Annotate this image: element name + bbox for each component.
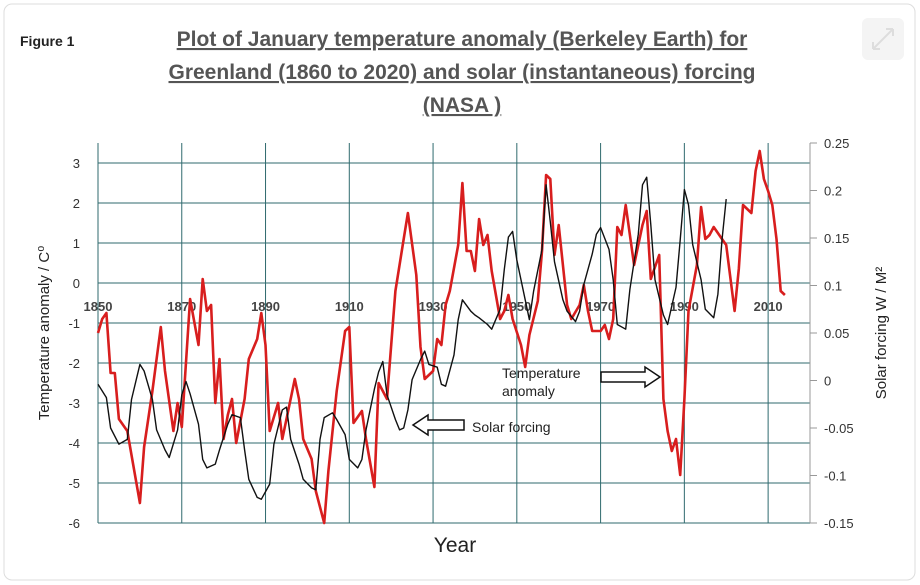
y-tick-label: 0 — [73, 276, 80, 291]
y-tick-label: -4 — [68, 436, 80, 451]
y2-axis-label: Solar forcing W / M² — [873, 267, 890, 400]
y-tick-label: -6 — [68, 516, 80, 531]
y-tick-label: 3 — [73, 156, 80, 171]
y2-tick-label: -0.15 — [824, 516, 854, 531]
x-tick-label: 1990 — [670, 299, 699, 314]
chart-title: Plot of January temperature anomaly (Ber… — [177, 28, 748, 51]
expand-icon — [872, 28, 894, 50]
y-tick-label: -5 — [68, 476, 80, 491]
y-tick-label: -1 — [68, 316, 80, 331]
annotation: Temperature anomaly — [502, 365, 581, 399]
y-tick-label: 2 — [73, 196, 80, 211]
y2-tick-label: 0.1 — [824, 279, 842, 294]
y-tick-label: -3 — [68, 396, 80, 411]
x-tick-label: 1890 — [251, 299, 280, 314]
y2-tick-label: -0.05 — [824, 421, 854, 436]
x-tick-label: 1970 — [586, 299, 615, 314]
y2-tick-label: -0.1 — [824, 469, 846, 484]
y2-tick-label: 0.05 — [824, 326, 849, 341]
card — [3, 3, 916, 581]
x-axis-label: Year — [434, 534, 476, 557]
y-axis-label: Temperature anomaly / C⁰ — [36, 246, 53, 420]
y2-tick-label: 0.25 — [824, 136, 849, 151]
annotation: Solar forcing — [472, 419, 551, 435]
annotation-arrow — [411, 413, 465, 437]
y2-tick-label: 0 — [824, 374, 831, 389]
x-tick-label: 2010 — [754, 299, 783, 314]
y2-tick-label: 0.2 — [824, 184, 842, 199]
series-line — [97, 176, 727, 500]
y-tick-label: -2 — [68, 356, 80, 371]
x-tick-label: 1850 — [84, 299, 113, 314]
y-tick-label: 1 — [73, 236, 80, 251]
annotation-arrow — [600, 365, 662, 389]
chart-title: Greenland (1860 to 2020) and solar (inst… — [169, 61, 756, 84]
y2-tick-label: 0.15 — [824, 231, 849, 246]
series-line — [96, 149, 786, 525]
chart-title: (NASA ) — [423, 94, 502, 117]
figure-label: Figure 1 — [20, 33, 75, 49]
x-tick-label: 1910 — [335, 299, 364, 314]
x-tick-label: 1930 — [419, 299, 448, 314]
